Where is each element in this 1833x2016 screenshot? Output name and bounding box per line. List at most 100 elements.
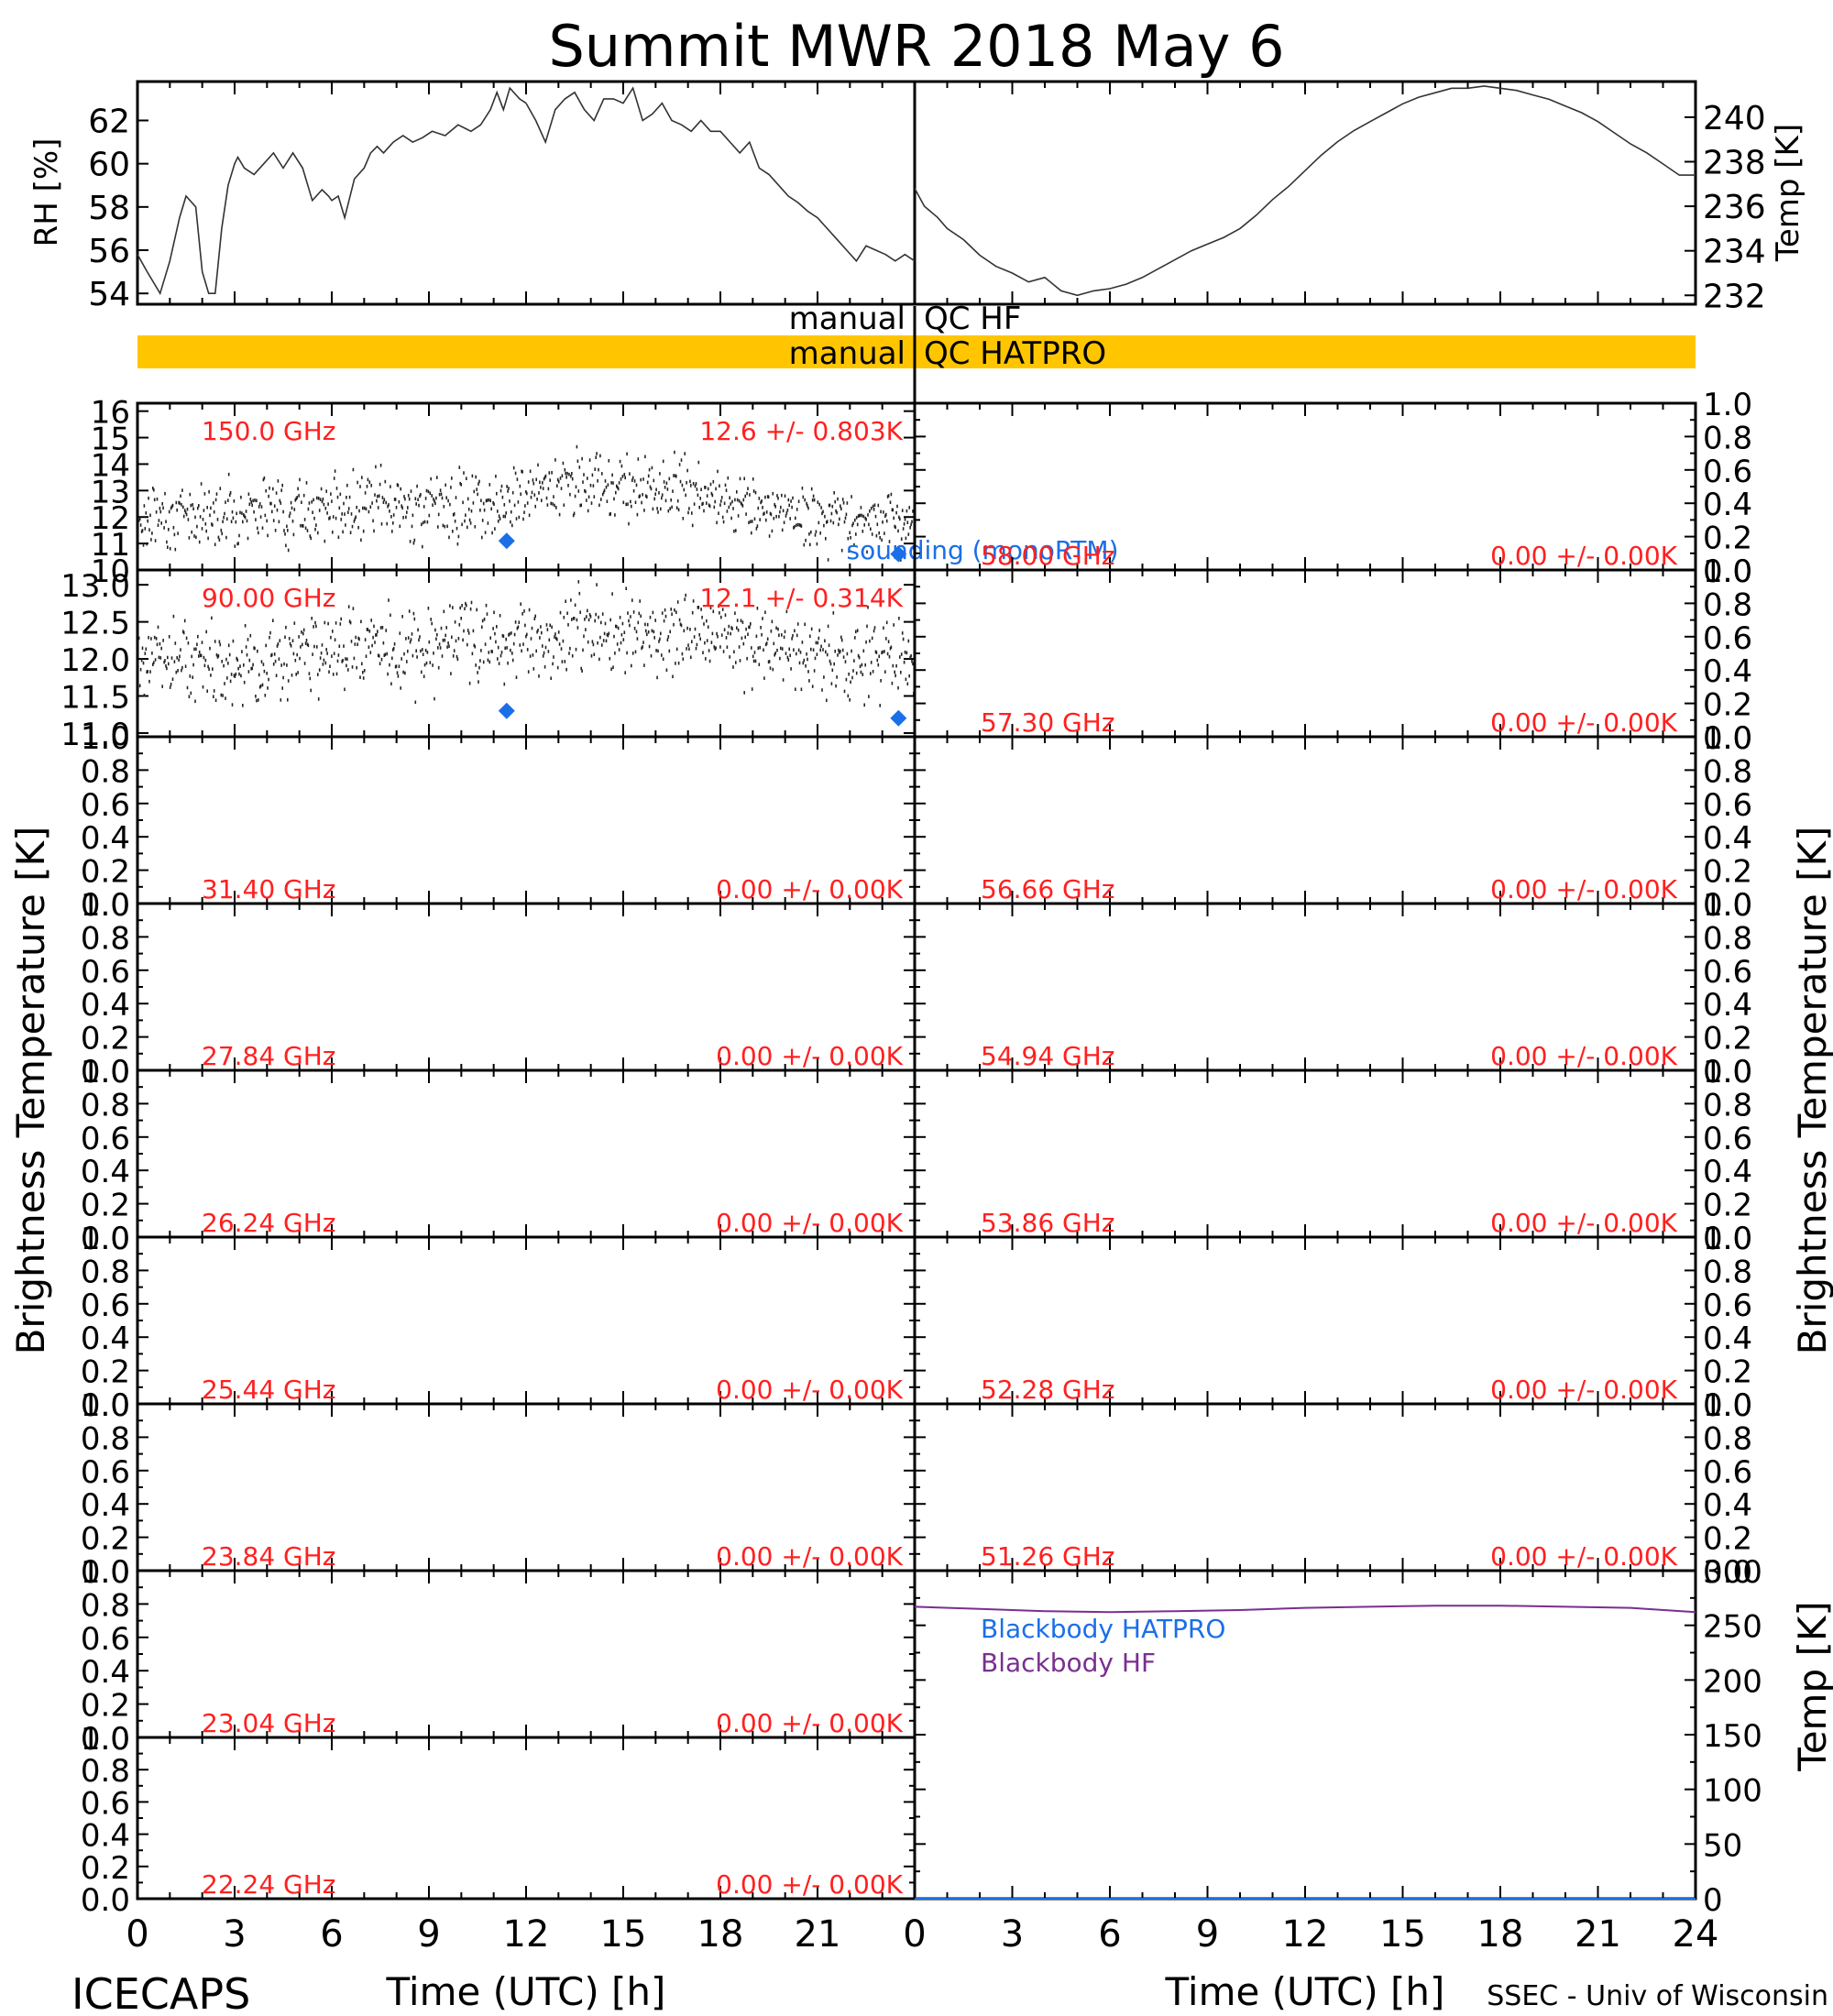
- bt-point: [578, 591, 581, 596]
- bt-point: [432, 503, 434, 507]
- footer-left: ICECAPS: [71, 1969, 250, 2016]
- bt-point: [401, 504, 402, 508]
- bt-point: [598, 467, 599, 472]
- bt-point: [205, 529, 207, 533]
- bt-point: [725, 636, 728, 640]
- bt-point: [488, 483, 491, 487]
- bt-point: [146, 670, 148, 674]
- bt-point: [524, 623, 526, 628]
- bt-point: [811, 685, 814, 688]
- bt-point: [586, 499, 587, 502]
- bt-point: [200, 653, 203, 658]
- bt-point: [512, 466, 515, 470]
- bt-point: [749, 493, 751, 497]
- bt-point: [608, 631, 610, 636]
- bt-point: [565, 471, 566, 476]
- y-tick-label: 0.8: [1703, 586, 1752, 623]
- bt-point: [781, 528, 784, 532]
- bt-point: [394, 498, 397, 501]
- bt-point: [546, 628, 549, 631]
- bt-point: [250, 500, 252, 504]
- bt-point: [332, 531, 334, 534]
- bt-point: [241, 511, 243, 515]
- bt-point: [816, 652, 818, 656]
- bt-point: [228, 652, 231, 657]
- bt-point: [465, 601, 466, 606]
- bt-point: [668, 477, 671, 481]
- bt-point: [147, 519, 148, 523]
- bt-point: [389, 509, 390, 513]
- bt-point: [669, 507, 671, 510]
- bt-point: [601, 472, 603, 476]
- bt-point: [145, 647, 148, 652]
- brightness-temp-points: [137, 444, 916, 562]
- bt-point: [542, 481, 543, 485]
- bt-point: [649, 615, 652, 619]
- bt-point: [712, 479, 715, 484]
- y-tick-label: 1.0: [1703, 387, 1752, 423]
- bt-point: [605, 639, 608, 643]
- bt-point: [493, 610, 495, 615]
- bt-point: [598, 615, 599, 619]
- bt-point: [628, 521, 630, 526]
- bt-point: [255, 695, 257, 698]
- bt-point: [879, 704, 881, 707]
- bt-point: [779, 656, 781, 661]
- bt-point: [591, 640, 594, 643]
- bt-point: [690, 655, 692, 660]
- bt-point: [627, 502, 629, 506]
- y-tick-label: 0.8: [1703, 920, 1752, 957]
- y-tick-label: 0.4: [1703, 987, 1752, 1024]
- bt-point: [508, 633, 510, 637]
- bt-point: [368, 509, 370, 514]
- bt-point: [791, 505, 793, 509]
- channel-stats-label: 0.00 +/- 0.00K: [1490, 541, 1677, 571]
- bt-point: [754, 659, 757, 663]
- bt-point: [850, 680, 851, 685]
- bt-point: [446, 645, 448, 649]
- bt-point: [156, 497, 159, 501]
- bt-point: [411, 524, 413, 529]
- bt-point: [620, 477, 622, 481]
- bt-point: [820, 644, 822, 649]
- y-tick-label: 1.0: [81, 1721, 130, 1758]
- bt-point: [524, 504, 526, 508]
- bt-point: [550, 501, 552, 506]
- bt-point: [604, 621, 607, 626]
- bt-point: [885, 519, 888, 523]
- bt-point: [363, 669, 366, 673]
- bt-point: [591, 473, 594, 477]
- bt-point: [601, 643, 603, 647]
- bt-point: [655, 488, 657, 492]
- bt-point: [516, 477, 519, 481]
- bt-point: [342, 658, 344, 663]
- bt-point: [855, 671, 858, 675]
- bt-point: [359, 485, 361, 488]
- bt-point: [157, 523, 159, 527]
- bt-point: [565, 599, 566, 603]
- bt-point: [364, 638, 367, 641]
- bt-point: [518, 515, 521, 520]
- bt-point: [143, 504, 146, 508]
- bt-point: [744, 494, 746, 499]
- bt-point: [280, 698, 282, 702]
- bt-point: [244, 515, 247, 520]
- bt-point: [421, 522, 423, 527]
- bt-point: [448, 644, 450, 649]
- bt-point: [258, 698, 259, 702]
- y-tick-label: 16: [91, 395, 130, 432]
- bt-point: [264, 694, 267, 697]
- bt-point: [713, 505, 716, 509]
- bt-point: [184, 510, 187, 514]
- bt-point: [706, 501, 708, 505]
- bt-point: [452, 513, 455, 517]
- bt-point: [154, 539, 157, 542]
- y-tick-label: 1.0: [1703, 1054, 1752, 1090]
- bt-point: [593, 652, 596, 656]
- bt-point: [256, 499, 258, 503]
- bt-point: [908, 674, 910, 678]
- bt-point: [243, 513, 245, 517]
- bt-point: [843, 520, 846, 524]
- bt-point: [224, 511, 225, 516]
